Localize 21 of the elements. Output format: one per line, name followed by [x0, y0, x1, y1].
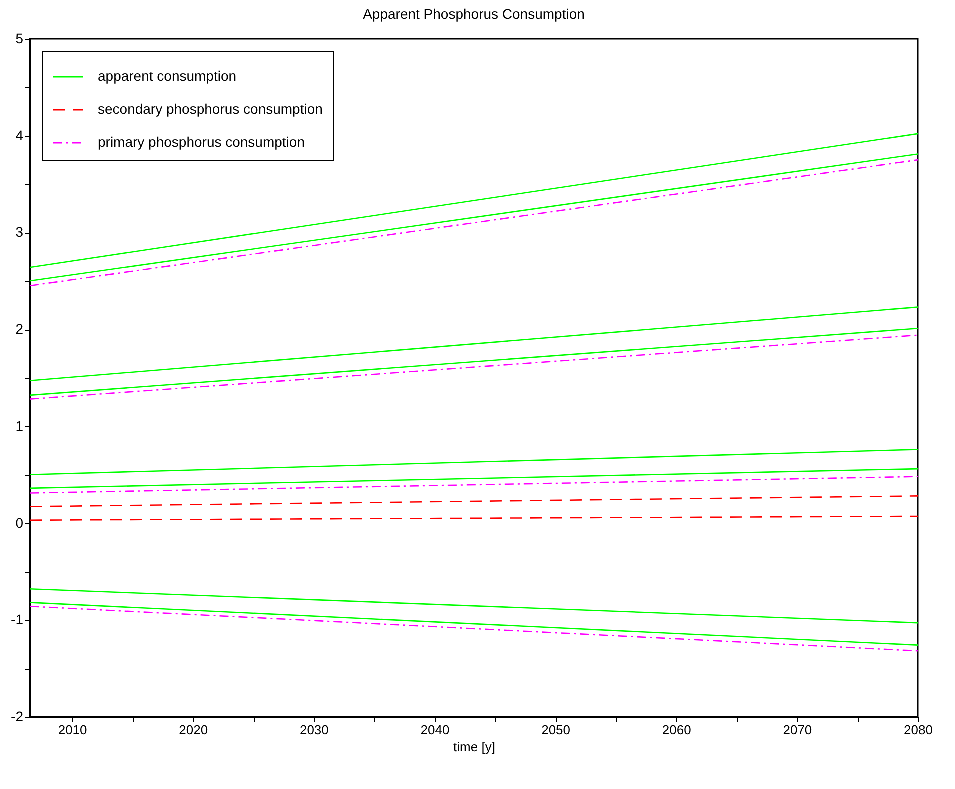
x-tick-label: 2060 — [662, 722, 692, 738]
chart-title: Apparent Phosphorus Consumption — [363, 6, 585, 22]
y-tick-label: 1 — [16, 418, 24, 434]
x-axis-title: time [y] — [454, 740, 496, 754]
y-tick-label: 5 — [16, 30, 24, 46]
x-tick-label: 2030 — [300, 722, 329, 738]
y-tick-label: 2 — [16, 321, 24, 338]
y-tick-label: 0 — [16, 514, 24, 531]
legend-label: primary phosphorus consumption — [98, 134, 305, 150]
x-tick-label: 2040 — [420, 722, 450, 738]
x-tick-label: 2050 — [542, 722, 571, 738]
legend-label: apparent consumption — [98, 68, 237, 84]
y-tick-label: 3 — [16, 224, 24, 240]
y-tick-label: -2 — [11, 708, 24, 724]
x-tick-label: 2070 — [783, 722, 812, 738]
legend-label: secondary phosphorus consumption — [98, 101, 323, 117]
x-tick-label: 2010 — [58, 722, 88, 738]
y-tick-label: -1 — [11, 612, 24, 628]
x-tick-label: 2020 — [179, 722, 208, 738]
y-tick-label: 4 — [16, 127, 24, 144]
x-tick-label: 2080 — [904, 722, 933, 738]
